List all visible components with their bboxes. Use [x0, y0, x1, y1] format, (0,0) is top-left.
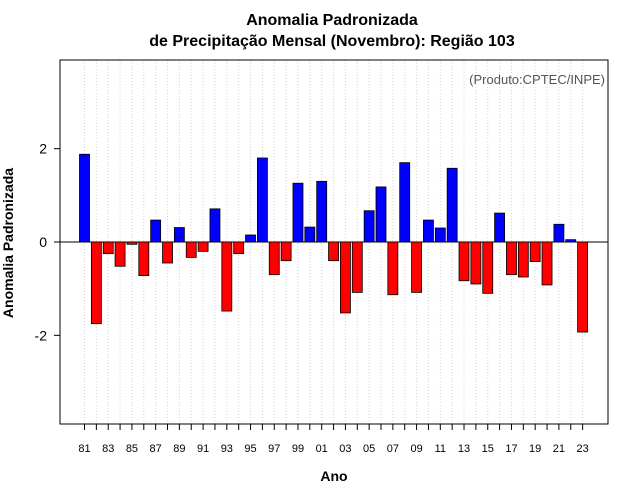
- y-tick-label: -2: [35, 327, 48, 343]
- bar-01: [316, 180, 328, 243]
- x-tick-label: 17: [505, 443, 517, 455]
- bar-91: [197, 241, 209, 252]
- bar-84: [114, 241, 126, 267]
- bar-82: [90, 241, 102, 325]
- bar-23: [577, 241, 589, 333]
- bar-87: [150, 219, 162, 243]
- x-tick-label: 01: [316, 443, 328, 455]
- y-axis: -2 0 2: [35, 141, 60, 343]
- x-tick-label: 19: [529, 443, 541, 455]
- bar-90: [185, 241, 197, 258]
- credit-text: (Produto:CPTEC/INPE): [469, 72, 605, 87]
- bar-12: [446, 167, 458, 243]
- bar-13: [458, 241, 470, 282]
- bar-15: [482, 241, 494, 294]
- bar-20: [541, 241, 553, 286]
- bar-07: [387, 241, 399, 296]
- bar-03: [340, 241, 351, 314]
- bar-16: [494, 212, 506, 243]
- x-tick-label: 83: [102, 443, 114, 455]
- x-tick-label: 95: [244, 443, 256, 455]
- x-tick-label: 89: [173, 443, 185, 455]
- y-tick-label: 0: [39, 234, 47, 250]
- x-tick-label: 21: [553, 443, 565, 455]
- x-axis: 81 83 85 87 89 91 93 95 97 99 01 03 05 07 09 11 13 15 17 19…: [78, 424, 589, 455]
- bar-98: [280, 241, 292, 262]
- x-tick-label: 81: [78, 443, 90, 455]
- x-tick-label: 09: [410, 443, 422, 455]
- x-tick-label: 85: [126, 443, 138, 455]
- bar-04: [351, 241, 363, 293]
- bar-09: [411, 241, 422, 293]
- bar-85: [126, 241, 138, 245]
- bar-10: [423, 219, 434, 243]
- bar-17: [506, 241, 517, 276]
- bar-00: [304, 226, 316, 243]
- bars: [79, 153, 589, 333]
- x-tick-label: 03: [339, 443, 351, 455]
- chart-title-line1: Anomalia Padronizada: [246, 12, 418, 29]
- x-tick-label: 13: [458, 443, 470, 455]
- y-tick-label: 2: [39, 141, 47, 157]
- bar-94: [233, 241, 245, 255]
- bar-08: [399, 162, 411, 243]
- y-axis-title: Anomalia Padronizada: [0, 168, 16, 318]
- x-tick-label: 97: [268, 443, 280, 455]
- bar-81: [79, 153, 90, 243]
- x-tick-label: 05: [363, 443, 375, 455]
- bar-88: [162, 241, 173, 264]
- x-tick-label: 07: [387, 443, 399, 455]
- bar-93: [221, 241, 233, 312]
- bar-96: [256, 157, 268, 243]
- bar-14: [470, 241, 482, 285]
- bar-86: [138, 241, 150, 276]
- chart-title-line2: de Precipitação Mensal (Novembro): Regiã…: [149, 33, 515, 50]
- x-tick-label: 93: [221, 443, 233, 455]
- bar-11: [434, 227, 446, 243]
- bar-18: [517, 241, 529, 278]
- bar-95: [245, 234, 256, 243]
- x-axis-title: Ano: [320, 468, 347, 484]
- bar-97: [268, 241, 280, 276]
- x-tick-label: 91: [197, 443, 209, 455]
- bar-99: [292, 182, 304, 243]
- x-tick-label: 15: [482, 443, 494, 455]
- grid-lines: [84, 60, 584, 424]
- x-tick-label: 99: [292, 443, 304, 455]
- bar-05: [363, 210, 375, 243]
- bar-89: [173, 227, 185, 243]
- x-tick-label: 23: [576, 443, 588, 455]
- bar-83: [102, 241, 114, 255]
- bar-02: [328, 241, 339, 262]
- bar-21: [553, 223, 565, 243]
- bar-22: [565, 239, 577, 243]
- bar-92: [209, 208, 221, 243]
- x-tick-label: 87: [150, 443, 162, 455]
- bar-06: [375, 186, 387, 243]
- bar-19: [529, 241, 541, 263]
- x-tick-label: 11: [435, 443, 446, 455]
